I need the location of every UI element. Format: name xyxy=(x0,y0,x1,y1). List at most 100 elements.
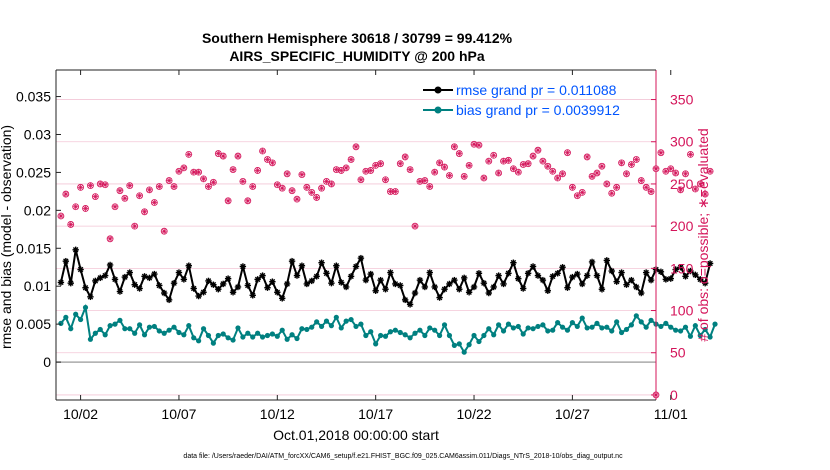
obs-possible-point xyxy=(136,192,144,200)
bias-point xyxy=(461,349,467,355)
rmse-point xyxy=(146,274,153,282)
bias-point xyxy=(186,323,192,329)
obs-evaluated-point xyxy=(122,195,128,201)
obs-possible-point xyxy=(608,189,616,197)
bias-point xyxy=(491,332,497,338)
chart-subtitle: AIRS_SPECIFIC_HUMIDITY @ 200 hPa xyxy=(229,48,485,64)
bias-point xyxy=(628,322,635,328)
obs-evaluated-point xyxy=(510,166,516,172)
obs-evaluated-point xyxy=(677,187,684,193)
rmse-point xyxy=(67,279,74,287)
obs-possible-point xyxy=(170,183,178,190)
obs-evaluated-point xyxy=(491,152,497,158)
x-axis-label: Oct.01,2018 00:00:00 start xyxy=(273,427,439,443)
bias-point xyxy=(176,329,182,336)
obs-evaluated-point xyxy=(604,181,610,187)
bias-point xyxy=(397,329,403,336)
obs-evaluated-point xyxy=(584,154,590,160)
obs-possible-point xyxy=(234,152,242,160)
bias-point xyxy=(673,327,679,333)
rmse-point xyxy=(106,261,114,269)
bias-point xyxy=(692,323,698,329)
bias-point xyxy=(466,342,472,348)
obs-possible-point xyxy=(96,180,104,188)
y-left-tick-label: 0 xyxy=(43,354,51,370)
bias-point xyxy=(353,323,359,330)
obs-possible-point xyxy=(426,183,434,190)
obs-evaluated-point xyxy=(682,171,689,177)
bias-point xyxy=(594,320,600,326)
obs-possible-point xyxy=(219,152,227,160)
obs-possible-point xyxy=(268,159,276,167)
bias-point xyxy=(338,325,344,331)
rmse-point xyxy=(156,282,163,289)
obs-evaluated-point xyxy=(628,161,635,168)
bias-point xyxy=(112,321,118,327)
obs-possible-point xyxy=(382,176,389,184)
obs-evaluated-point xyxy=(500,158,507,164)
rmse-point xyxy=(279,295,286,302)
obs-evaluated-point xyxy=(87,183,94,189)
bias-point xyxy=(658,323,664,330)
obs-possible-point xyxy=(455,150,463,157)
rmse-point xyxy=(151,270,158,278)
obs-evaluated-point xyxy=(171,183,177,190)
rmse-point xyxy=(662,276,670,283)
bias-point xyxy=(564,327,571,333)
rmse-point xyxy=(647,276,655,284)
rmse-point xyxy=(495,272,502,279)
bias-point xyxy=(505,321,512,327)
rmse-point xyxy=(224,275,232,282)
bias-point xyxy=(132,330,138,336)
rmse-point xyxy=(411,289,419,297)
rmse-point xyxy=(229,289,237,296)
obs-possible-point xyxy=(298,171,306,179)
obs-possible-point xyxy=(283,170,291,178)
bias-point xyxy=(382,333,389,339)
obs-possible-point xyxy=(121,194,129,202)
obs-possible-point xyxy=(490,151,498,159)
bias-point xyxy=(476,338,482,345)
obs-evaluated-point xyxy=(466,162,472,168)
bias-point xyxy=(535,323,541,330)
bias-point xyxy=(107,323,113,329)
rmse-point xyxy=(338,279,345,286)
rmse-point xyxy=(598,286,606,293)
bias-point xyxy=(289,332,295,338)
rmse-point xyxy=(77,266,84,273)
bias-point xyxy=(555,320,561,326)
obs-evaluated-point xyxy=(618,160,625,166)
rmse-point xyxy=(387,269,394,276)
obs-evaluated-point xyxy=(314,194,320,201)
obs-evaluated-point xyxy=(648,188,654,195)
obs-possible-point xyxy=(155,183,163,190)
rmse-point xyxy=(470,283,478,291)
rmse-point xyxy=(490,283,497,291)
obs-possible-point xyxy=(559,170,566,178)
obs-evaluated-point xyxy=(112,204,118,210)
bias-point xyxy=(707,334,713,340)
obs-possible-point xyxy=(205,183,212,190)
bias-point xyxy=(687,333,694,339)
rmse-point xyxy=(564,284,571,291)
obs-evaluated-point xyxy=(146,187,153,193)
obs-evaluated-point xyxy=(181,165,187,171)
rmse-point xyxy=(264,284,271,291)
bias-point xyxy=(309,324,315,330)
obs-evaluated-point xyxy=(427,183,433,190)
bias-point xyxy=(348,316,354,323)
obs-evaluated-point xyxy=(609,190,615,196)
rmse-point xyxy=(460,274,468,282)
bias-point xyxy=(368,329,374,335)
bias-point xyxy=(191,335,197,341)
bias-point xyxy=(255,330,261,336)
rmse-point xyxy=(205,277,212,285)
obs-evaluated-point xyxy=(318,185,325,191)
rmse-point xyxy=(72,246,79,253)
obs-possible-point xyxy=(131,222,139,230)
obs-possible-point xyxy=(150,199,158,206)
rmse-point xyxy=(244,282,252,289)
obs-possible-point xyxy=(244,197,252,205)
bias-point xyxy=(550,327,556,333)
bias-point xyxy=(284,336,290,342)
